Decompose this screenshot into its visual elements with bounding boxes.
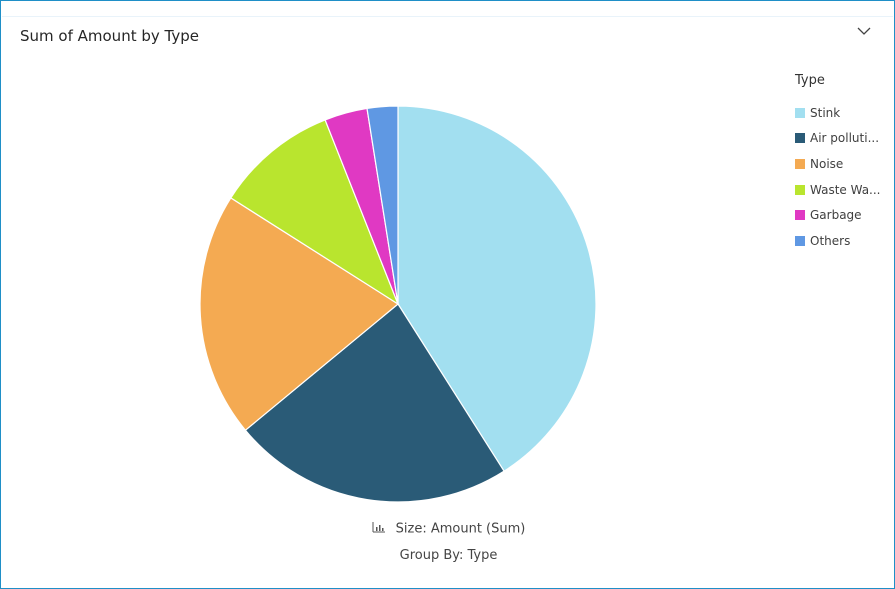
legend-item-stink[interactable]: Stink (795, 100, 885, 126)
legend-label: Stink (810, 105, 841, 120)
legend-label: Air polluti... (810, 131, 880, 146)
panel-top-bar (2, 2, 893, 17)
legend-swatch (795, 133, 805, 144)
legend-item-noise[interactable]: Noise (795, 151, 885, 177)
bar-chart-icon (372, 521, 386, 537)
group-caption: Group By: Type (1, 548, 895, 563)
pie-slice[interactable] (229, 119, 400, 306)
pie-slice[interactable] (244, 303, 505, 503)
group-label: Group By: Type (399, 548, 498, 563)
legend-swatch (795, 184, 805, 195)
size-caption: Size: Amount (Sum) (1, 521, 895, 537)
legend-item-waste-water[interactable]: Waste Wa... (795, 177, 885, 203)
legend-item-air-pollution[interactable]: Air polluti... (795, 126, 885, 152)
legend-item-garbage[interactable]: Garbage (795, 202, 885, 228)
legend-swatch (795, 210, 805, 221)
legend-swatch (795, 235, 805, 246)
pie-slice[interactable] (199, 197, 400, 432)
legend-item-others[interactable]: Others (795, 228, 885, 254)
pie-slice[interactable] (397, 105, 597, 473)
legend-label: Garbage (810, 208, 862, 223)
pie-slice[interactable] (366, 105, 399, 305)
chevron-down-icon[interactable] (854, 23, 874, 41)
legend-swatch (795, 107, 805, 118)
chart-title: Sum of Amount by Type (20, 27, 199, 45)
size-label: Size: Amount (Sum) (395, 521, 526, 537)
legend-label: Noise (810, 156, 844, 171)
legend-swatch (795, 158, 805, 169)
legend-title: Type (795, 73, 825, 88)
legend-label: Others (810, 233, 851, 248)
legend: Type Stink Air polluti... Noise Waste Wa… (795, 72, 885, 254)
legend-label: Waste Wa... (810, 182, 881, 197)
